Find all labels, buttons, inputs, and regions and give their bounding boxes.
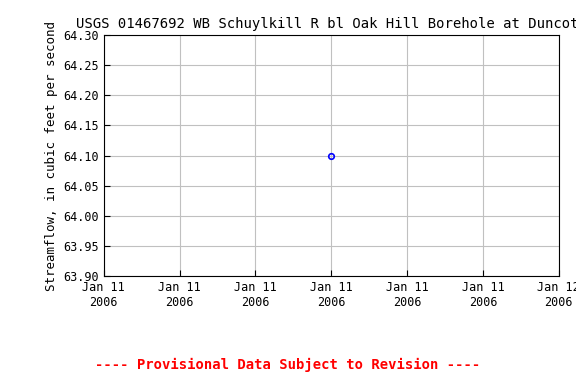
Text: ---- Provisional Data Subject to Revision ----: ---- Provisional Data Subject to Revisio…	[96, 358, 480, 372]
Title: USGS 01467692 WB Schuylkill R bl Oak Hill Borehole at Duncott: USGS 01467692 WB Schuylkill R bl Oak Hil…	[76, 17, 576, 31]
Y-axis label: Streamflow, in cubic feet per second: Streamflow, in cubic feet per second	[44, 20, 58, 291]
